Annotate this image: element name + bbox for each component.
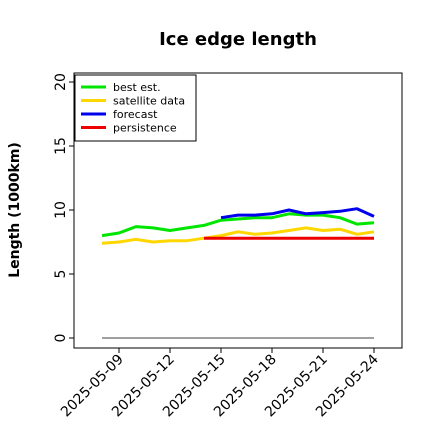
legend-label-persistence: persistence xyxy=(113,122,177,135)
y-tick-label: 5 xyxy=(53,270,69,279)
y-tick-label: 20 xyxy=(53,73,69,91)
series-line-best-est xyxy=(101,212,375,238)
legend: best est.satellite dataforecastpersisten… xyxy=(74,74,197,142)
chart-title: Ice edge length xyxy=(159,29,317,50)
legend-label-satellite-data: satellite data xyxy=(113,95,185,108)
series-line-satellite-data xyxy=(101,226,375,245)
series-line-forecast xyxy=(220,207,375,220)
y-tick-label: 10 xyxy=(53,201,69,219)
y-tick-label: 0 xyxy=(53,334,69,343)
y-axis-label: Length (1000km) xyxy=(7,142,23,278)
legend-label-forecast: forecast xyxy=(113,108,158,121)
legend-label-best-est: best est. xyxy=(113,81,161,94)
y-tick-label: 15 xyxy=(53,137,69,155)
